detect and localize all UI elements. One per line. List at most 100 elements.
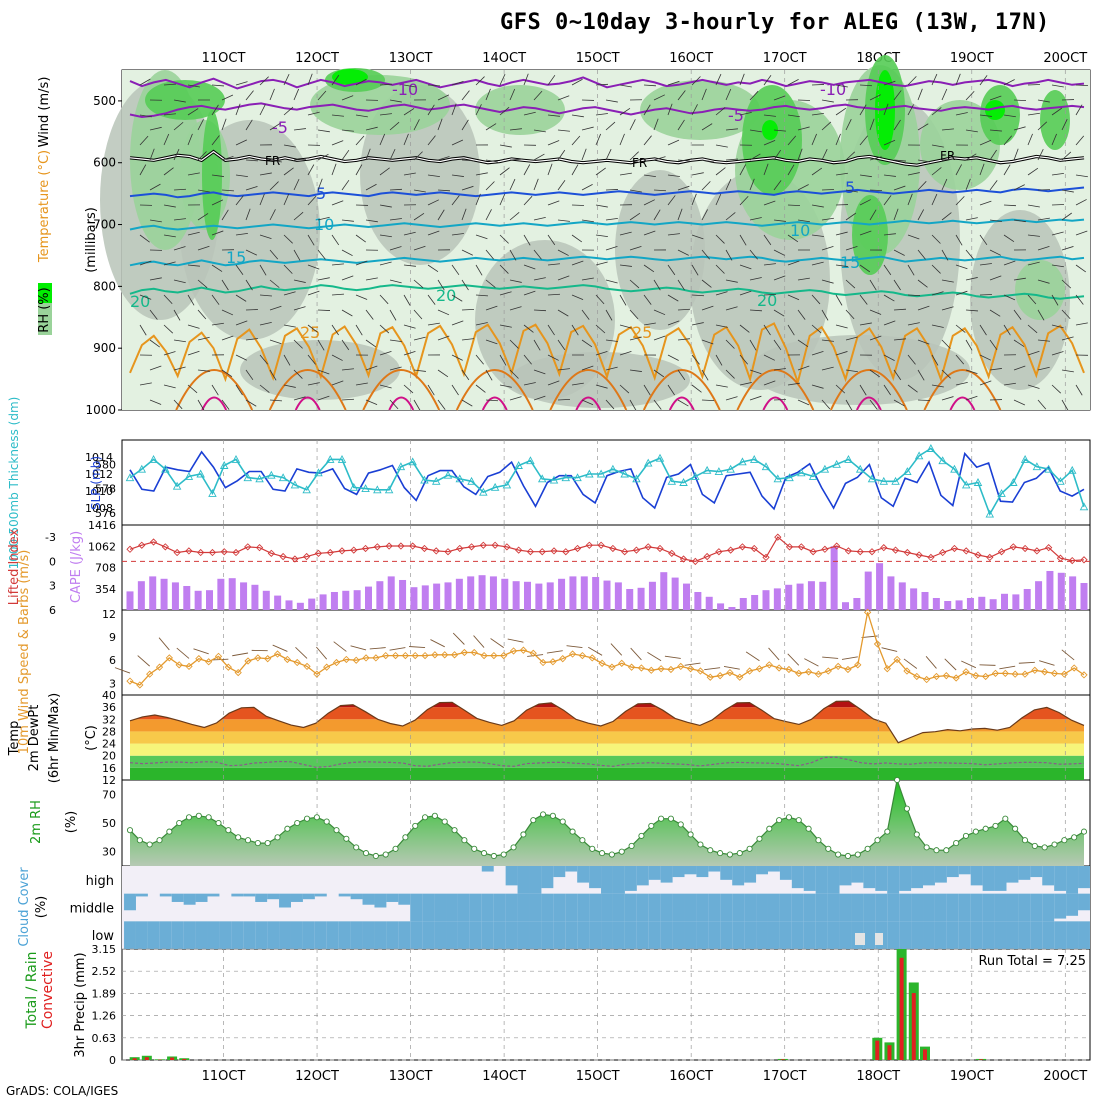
wind-barb bbox=[331, 74, 340, 86]
contour-label: -10 bbox=[820, 80, 846, 99]
thickness-marker bbox=[208, 488, 217, 497]
wind-barb bbox=[869, 399, 878, 410]
rh-marker bbox=[481, 850, 488, 857]
cloud-cell-low bbox=[732, 921, 745, 949]
rh-contour-region bbox=[510, 352, 690, 408]
cloud-cell-middle bbox=[612, 893, 625, 922]
wind-barb bbox=[369, 647, 386, 650]
cloud-cell-low bbox=[183, 921, 196, 949]
wind-marker bbox=[706, 673, 714, 681]
wind-marker bbox=[736, 673, 744, 681]
wind-barb bbox=[523, 354, 532, 365]
wind-barb bbox=[653, 94, 665, 101]
cloud-axis-label: Cloud Cover bbox=[17, 867, 32, 947]
cloud-cell-middle bbox=[756, 893, 768, 922]
y-tick-label: 1.89 bbox=[92, 987, 117, 1000]
wind-barb bbox=[1013, 219, 1026, 223]
thickness-marker bbox=[903, 467, 912, 476]
wind-barb bbox=[1027, 261, 1040, 266]
x-tick-top-label: 17OCT bbox=[763, 51, 807, 66]
wind-barb bbox=[427, 294, 436, 305]
y-tick-label: 36 bbox=[102, 701, 116, 714]
wind-marker bbox=[824, 667, 832, 675]
wind-barb bbox=[173, 366, 186, 371]
rh-marker bbox=[323, 818, 330, 825]
wind-barb bbox=[739, 290, 752, 296]
cloud-cell-middle bbox=[887, 893, 900, 922]
lifted-marker bbox=[609, 544, 617, 553]
rh-marker bbox=[628, 842, 635, 849]
series-line-thickness bbox=[129, 447, 1085, 516]
wind-marker bbox=[460, 648, 469, 657]
wind-barb bbox=[197, 245, 210, 251]
lifted-marker bbox=[361, 544, 370, 553]
cloud-cell-low bbox=[601, 921, 613, 949]
wind-barb bbox=[859, 264, 871, 273]
cape-bar bbox=[887, 576, 895, 610]
wind-barb bbox=[413, 399, 421, 411]
lifted-marker bbox=[197, 548, 205, 557]
wind-marker bbox=[962, 668, 970, 676]
wind-barb bbox=[845, 151, 856, 161]
thickness-marker bbox=[832, 459, 841, 468]
wind-barb bbox=[883, 103, 889, 116]
wind-barb bbox=[259, 264, 267, 276]
wind-barb bbox=[931, 167, 942, 176]
thickness-marker bbox=[1079, 502, 1089, 511]
wind-barb bbox=[811, 204, 824, 208]
wind-barb bbox=[773, 339, 782, 351]
cape-bar bbox=[989, 599, 997, 610]
wind-barb bbox=[893, 279, 901, 291]
wind-barb bbox=[1003, 79, 1015, 86]
thickness-marker bbox=[526, 456, 535, 465]
wind-barb bbox=[811, 261, 824, 266]
lifted-axis-label: Lifted Index bbox=[7, 528, 22, 605]
cloud-cell-middle bbox=[207, 893, 220, 897]
thickness-marker bbox=[608, 464, 618, 473]
cloud-cell-middle bbox=[338, 893, 351, 897]
thickness-marker bbox=[785, 473, 794, 482]
wind-barb bbox=[235, 139, 248, 146]
cloud-cell-low bbox=[398, 921, 411, 949]
cloud-cell-low bbox=[231, 921, 244, 949]
y-tick-label: 1000 bbox=[85, 403, 116, 417]
wind-barb bbox=[509, 306, 522, 311]
wind-barb bbox=[811, 133, 817, 146]
wind-barb bbox=[509, 158, 522, 161]
cloud-cell-middle bbox=[374, 893, 387, 908]
cloud-cell-low bbox=[791, 921, 804, 949]
wind-barb bbox=[1061, 309, 1071, 320]
wind-marker bbox=[155, 663, 164, 671]
wind-barb bbox=[293, 249, 301, 261]
y-tick-label: 1012 bbox=[85, 468, 113, 481]
cloud-cell-high bbox=[994, 866, 1007, 891]
wind-barb bbox=[1013, 148, 1019, 161]
wind-barb bbox=[403, 294, 411, 306]
wind-barb bbox=[677, 185, 690, 191]
cape-bar bbox=[251, 584, 259, 610]
cloud-cell-low bbox=[207, 921, 220, 949]
wind-barb bbox=[413, 119, 420, 131]
wind-barb bbox=[341, 129, 354, 132]
cloud-cell-high bbox=[863, 866, 876, 889]
rh-marker bbox=[1021, 837, 1029, 844]
rh-marker bbox=[205, 814, 212, 821]
rh-contour-region bbox=[475, 85, 565, 135]
wind-barb bbox=[845, 336, 858, 341]
wind-barb bbox=[507, 638, 524, 643]
lifted-marker bbox=[762, 553, 770, 562]
cloud-cell-middle bbox=[541, 893, 554, 922]
wind-barb bbox=[1003, 204, 1017, 207]
temperature-axis-label: Temperature (°C) bbox=[37, 150, 52, 263]
wind-barb bbox=[691, 193, 697, 206]
wind-barb bbox=[941, 339, 951, 349]
wind-barb bbox=[797, 309, 806, 320]
wind-barb bbox=[149, 183, 161, 191]
wind-barb bbox=[835, 384, 846, 394]
contour-label: 15 bbox=[226, 248, 246, 267]
cloud-cell-middle bbox=[290, 893, 303, 902]
wind-barb bbox=[317, 369, 330, 375]
wind-barb bbox=[941, 396, 954, 401]
wind-marker bbox=[283, 655, 291, 664]
wind-barb bbox=[619, 264, 632, 267]
